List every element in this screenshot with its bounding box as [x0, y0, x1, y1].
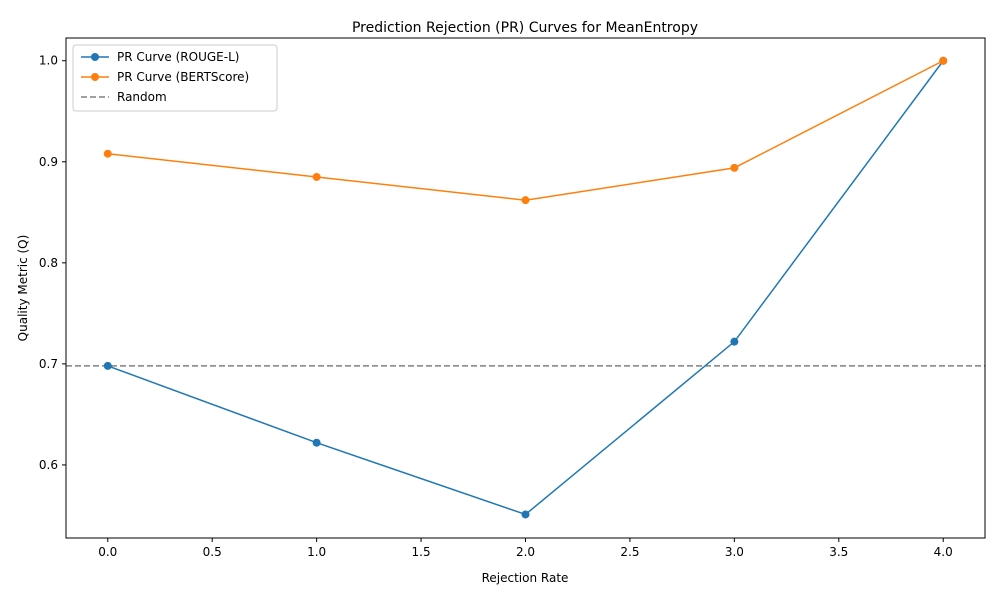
y-tick-label: 0.9: [39, 155, 58, 169]
x-tick-label: 0.5: [203, 545, 222, 559]
y-tick-label: 0.6: [39, 458, 58, 472]
data-point: [312, 172, 321, 181]
data-point: [312, 438, 321, 447]
data-point: [521, 196, 530, 205]
x-tick-label: 4.0: [934, 545, 953, 559]
x-tick-label: 1.5: [412, 545, 431, 559]
y-axis-title: Quality Metric (Q): [16, 235, 30, 342]
x-tick-label: 3.5: [829, 545, 848, 559]
y-tick-label: 1.0: [39, 54, 58, 68]
legend-label: Random: [117, 90, 167, 104]
legend-label: PR Curve (ROUGE-L): [117, 50, 239, 64]
data-point: [939, 56, 948, 65]
x-axis-title: Rejection Rate: [482, 571, 569, 585]
data-point: [730, 163, 739, 172]
y-tick-label: 0.8: [39, 256, 58, 270]
chart-title: Prediction Rejection (PR) Curves for Mea…: [352, 20, 698, 36]
data-point: [521, 510, 530, 519]
x-tick-label: 2.0: [516, 545, 535, 559]
x-tick-label: 3.0: [725, 545, 744, 559]
plot-area: [66, 38, 985, 538]
data-point: [730, 337, 739, 346]
x-tick-label: 0.0: [98, 545, 117, 559]
legend-swatch-marker: [91, 53, 99, 61]
y-tick-label: 0.7: [39, 357, 58, 371]
legend: PR Curve (ROUGE-L) PR Curve (BERTScore) Ra…: [72, 44, 278, 112]
legend-box: [72, 44, 278, 112]
x-tick-label: 2.5: [620, 545, 639, 559]
legend-label: PR Curve (BERTScore): [117, 70, 249, 84]
data-point: [103, 149, 112, 158]
data-point: [103, 361, 112, 370]
legend-swatch-marker: [91, 73, 99, 81]
x-tick-label: 1.0: [307, 545, 326, 559]
